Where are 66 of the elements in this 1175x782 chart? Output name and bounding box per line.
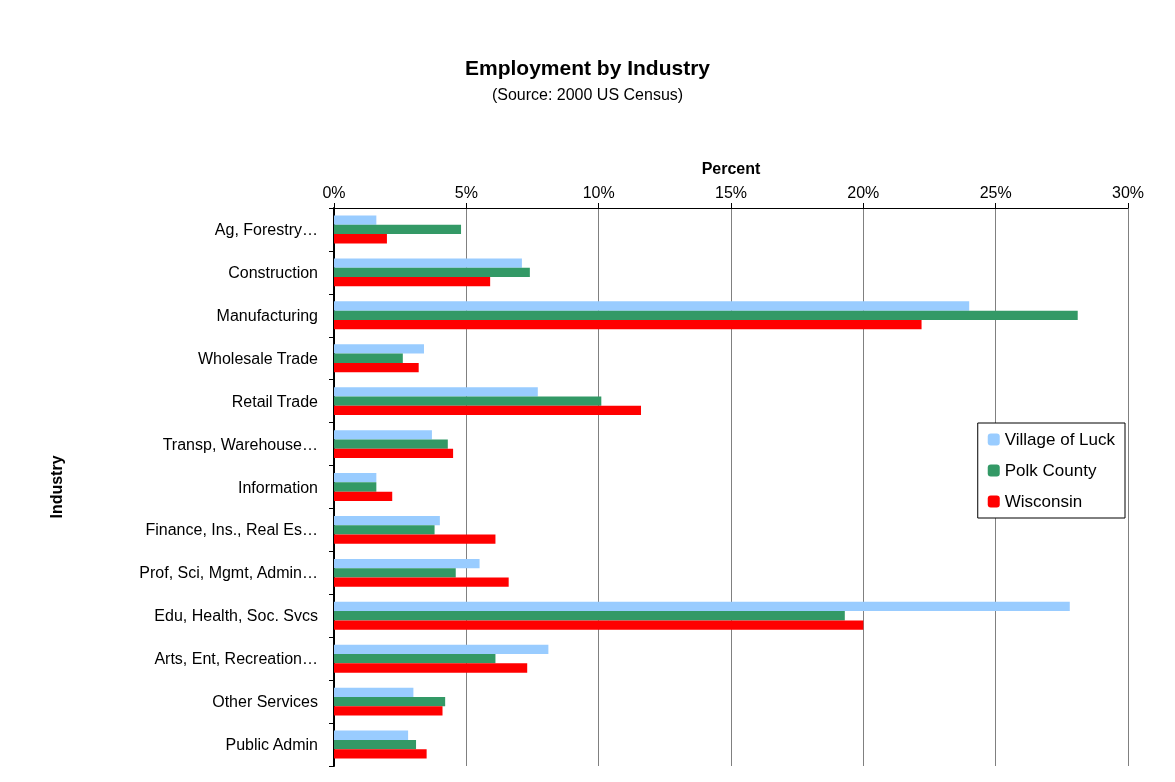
bar — [334, 644, 549, 655]
bar — [334, 258, 522, 268]
bar — [334, 319, 922, 330]
x-tick-label: 20% — [847, 183, 880, 201]
y-tick-label: Retail Trade — [231, 392, 319, 410]
bar — [334, 687, 414, 697]
legend-label: Polk County — [1004, 461, 1097, 480]
bar — [334, 534, 496, 544]
bar — [334, 405, 642, 416]
y-tick-label: Ag, Forestry… — [214, 220, 318, 238]
x-tick-label: 25% — [979, 183, 1012, 201]
x-tick-label: 10% — [582, 183, 615, 201]
y-tick-label: Prof, Sci, Mgmt, Admin… — [139, 564, 318, 582]
legend-label: Wisconsin — [1004, 492, 1083, 511]
bar — [334, 730, 409, 740]
bar — [334, 301, 970, 311]
bar — [334, 601, 1070, 612]
bar — [334, 515, 440, 526]
bar — [334, 387, 538, 397]
bar — [334, 739, 417, 750]
bar — [334, 215, 377, 225]
y-tick-label: Information — [237, 478, 318, 496]
bar — [334, 696, 446, 707]
bar — [334, 277, 491, 287]
bar — [334, 525, 435, 535]
legend-label: Village of Luck — [1004, 430, 1116, 449]
x-tick-label: 0% — [322, 183, 346, 201]
y-tick-label: Transp, Warehouse… — [162, 435, 318, 453]
x-tick-label: 5% — [454, 183, 478, 201]
bar — [334, 448, 454, 459]
bar — [334, 267, 530, 278]
chart-title: Employment by Industry — [464, 56, 711, 79]
y-tick-label: Manufacturing — [216, 306, 318, 324]
y-tick-label: Finance, Ins., Real Es… — [145, 521, 318, 539]
y-axis-title: Industry — [47, 455, 65, 519]
bar — [334, 224, 462, 235]
y-tick-label: Edu, Health, Soc. Svcs — [154, 607, 318, 625]
bar — [334, 310, 1078, 320]
bar — [334, 654, 496, 664]
y-tick-label: Public Admin — [225, 736, 318, 754]
bar — [334, 749, 427, 759]
x-axis-title: Percent — [701, 159, 762, 177]
y-tick-label: Other Services — [212, 693, 318, 711]
bar — [334, 611, 845, 621]
bar — [334, 473, 377, 483]
bar — [334, 663, 528, 673]
bar — [334, 706, 443, 716]
bar — [334, 396, 602, 406]
chart-subtitle: (Source: 2000 US Census) — [491, 85, 684, 103]
bar — [334, 234, 387, 244]
bar — [334, 558, 480, 569]
bar — [334, 344, 424, 354]
y-tick-label: Construction — [228, 263, 318, 281]
bar — [334, 353, 403, 363]
bar — [334, 362, 419, 373]
bar — [334, 482, 377, 492]
x-tick-label: 15% — [714, 183, 748, 201]
bar — [334, 577, 509, 587]
bar — [334, 491, 393, 501]
bar — [334, 430, 432, 440]
y-tick-label: Wholesale Trade — [197, 349, 319, 367]
bar — [334, 568, 456, 578]
x-tick-label: 30% — [1111, 183, 1145, 201]
bar — [334, 620, 864, 630]
y-tick-label: Arts, Ent, Recreation… — [154, 650, 318, 668]
bar — [334, 439, 448, 449]
